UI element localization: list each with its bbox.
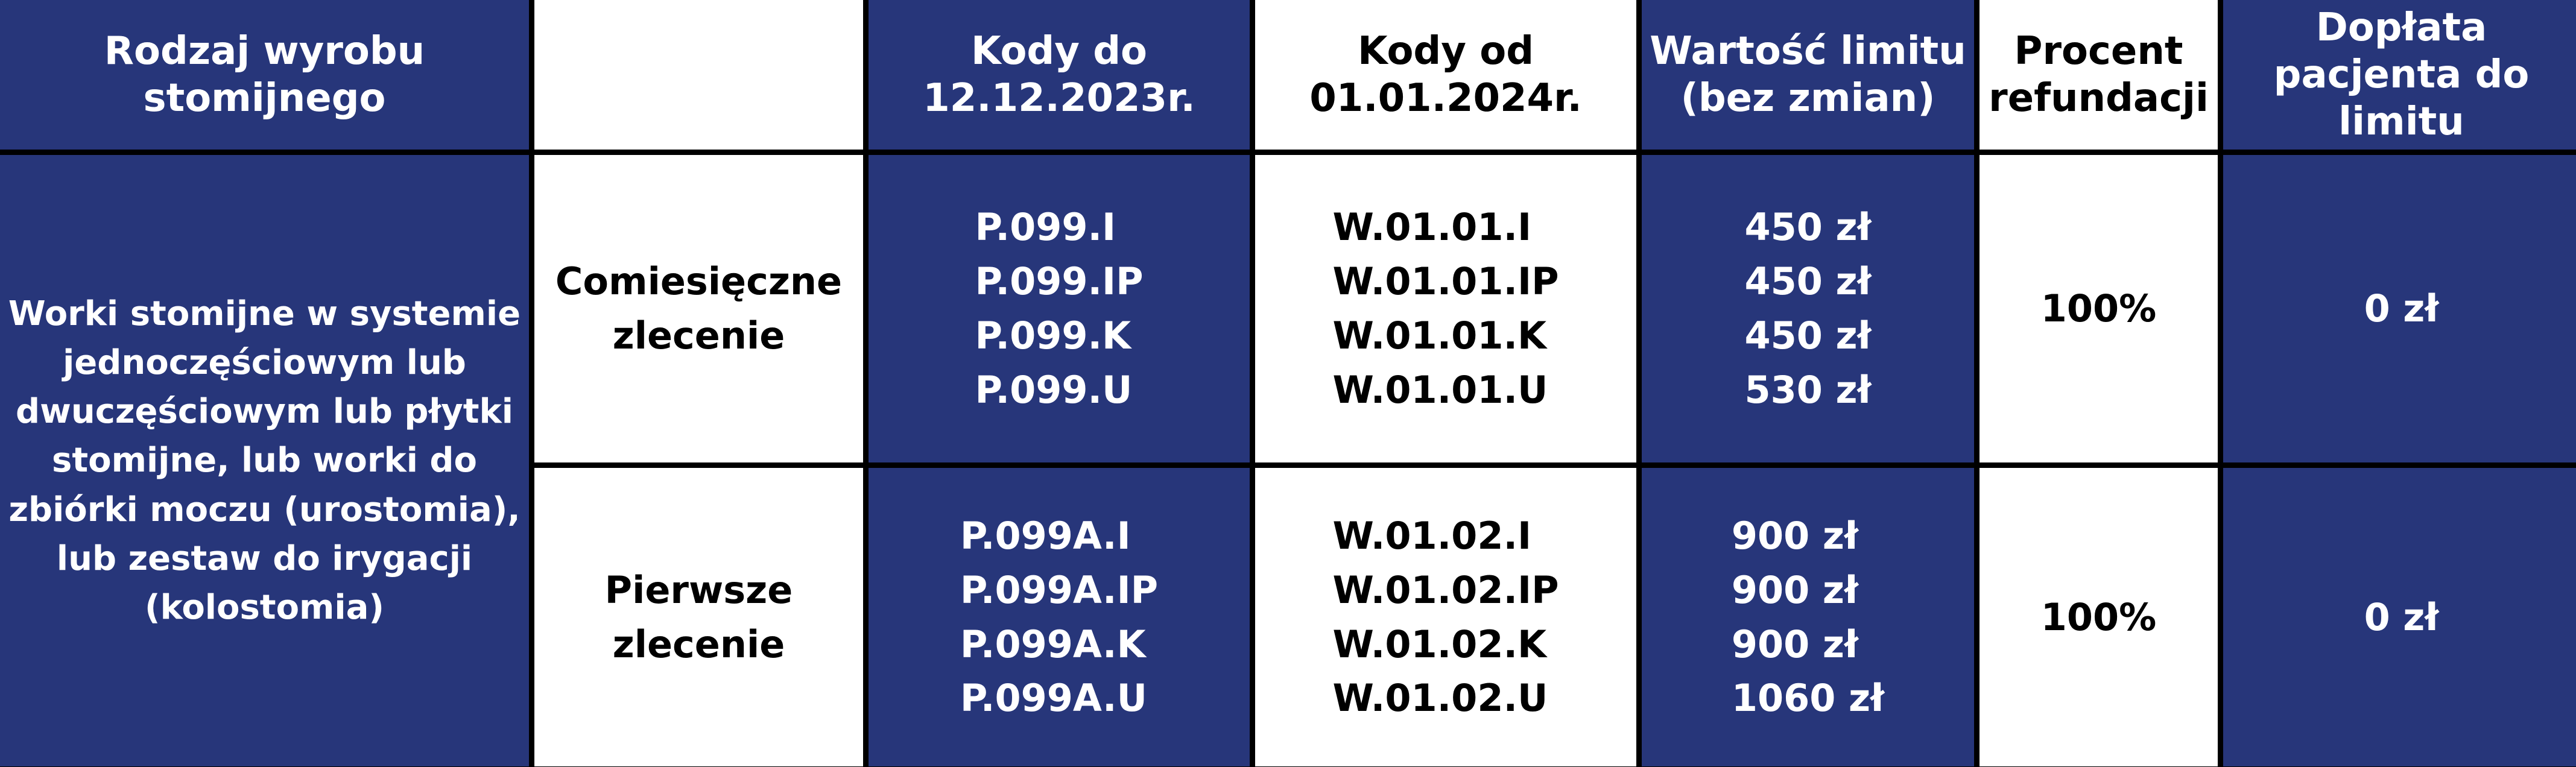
row-2-codes-old: P.099A.I P.099A.IP P.099A.K P.099A.U xyxy=(869,468,1250,766)
code: W.01.01.IP xyxy=(1332,259,1559,304)
code: W.01.01.I xyxy=(1332,205,1532,250)
code: W.01.02.U xyxy=(1332,676,1548,721)
limit: 450 zł xyxy=(1744,205,1872,250)
limit: 900 zł xyxy=(1731,567,1858,612)
header-refund-percent: Procent refundacji xyxy=(1979,0,2218,150)
limit: 900 zł xyxy=(1731,513,1858,558)
limit: 450 zł xyxy=(1744,259,1872,304)
code: W.01.02.I xyxy=(1332,513,1532,558)
code: P.099A.U xyxy=(960,676,1147,721)
header-codes-new: Kody od 01.01.2024r. xyxy=(1255,0,1636,150)
header-order-type xyxy=(534,0,863,150)
limit: 1060 zł xyxy=(1731,676,1885,721)
row-2-order-type: Pierwsze zlecenie xyxy=(534,468,863,766)
limit: 900 zł xyxy=(1731,622,1858,666)
code: P.099.K xyxy=(975,314,1131,358)
row-1-codes-new: W.01.01.I W.01.01.IP W.01.01.K W.01.01.U xyxy=(1255,155,1636,462)
code: P.099.U xyxy=(975,367,1133,412)
row-1-limits: 450 zł 450 zł 450 zł 530 zł xyxy=(1642,155,1974,462)
row-1-patient-copay: 0 zł xyxy=(2223,155,2576,462)
code: W.01.01.K xyxy=(1332,314,1547,358)
row-1-order-type: Comiesięczne zlecenie xyxy=(534,155,863,462)
code: P.099A.IP xyxy=(960,567,1159,612)
row-2-codes-new: W.01.02.I W.01.02.IP W.01.02.K W.01.02.U xyxy=(1255,468,1636,766)
code: W.01.02.IP xyxy=(1332,567,1559,612)
row-2-patient-copay: 0 zł xyxy=(2223,468,2576,766)
code: W.01.02.K xyxy=(1332,622,1547,666)
product-description: Worki stomijne w systemie jednoczęściowy… xyxy=(0,155,529,766)
code: P.099A.K xyxy=(960,622,1146,666)
code: W.01.01.U xyxy=(1332,367,1548,412)
row-2-limits: 900 zł 900 zł 900 zł 1060 zł xyxy=(1642,468,1974,766)
header-limit-value: Wartość limitu (bez zmian) xyxy=(1642,0,1974,150)
code: P.099.I xyxy=(975,205,1116,250)
row-1-codes-old: P.099.I P.099.IP P.099.K P.099.U xyxy=(869,155,1250,462)
header-patient-copay: Dopłata pacjenta do limitu xyxy=(2223,0,2576,150)
header-product-type: Rodzaj wyrobu stomijnego xyxy=(0,0,529,150)
header-codes-old: Kody do 12.12.2023r. xyxy=(869,0,1250,150)
code: P.099.IP xyxy=(975,259,1144,304)
limit: 530 zł xyxy=(1744,367,1872,412)
row-1-refund-percent: 100% xyxy=(1979,155,2218,462)
row-2-refund-percent: 100% xyxy=(1979,468,2218,766)
code: P.099A.I xyxy=(960,513,1131,558)
limit: 450 zł xyxy=(1744,314,1872,358)
